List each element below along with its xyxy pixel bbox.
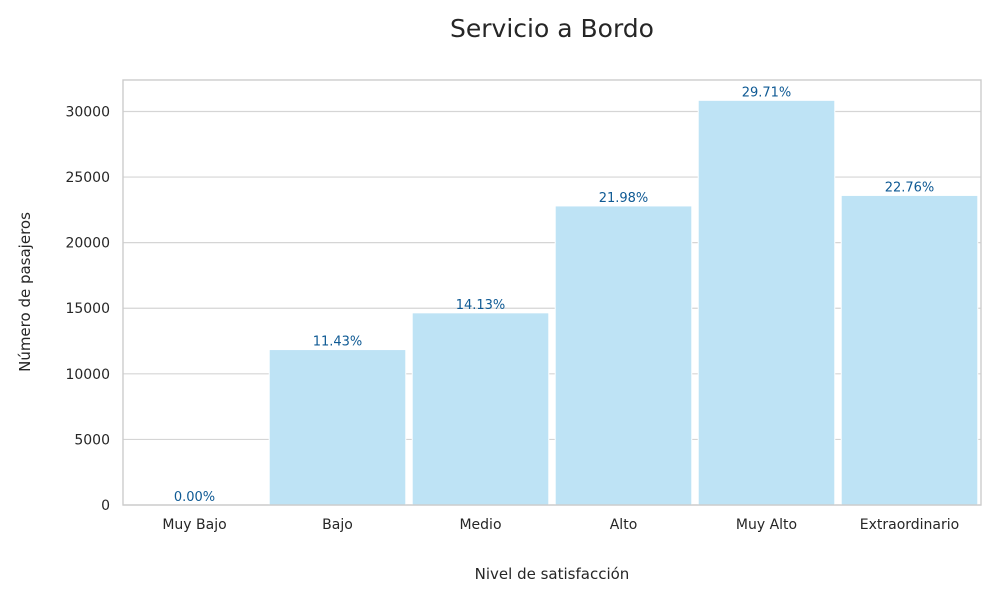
- y-axis-label: Número de pasajeros: [16, 212, 34, 372]
- y-tick-labels: 0 5000 10000 15000 20000 25000 30000: [65, 104, 110, 514]
- chart-title: Servicio a Bordo: [450, 14, 654, 43]
- bar-data-label: 21.98%: [599, 191, 649, 206]
- x-tick-label: Muy Alto: [736, 517, 797, 533]
- y-tick-label: 5000: [74, 432, 110, 448]
- x-tick-label: Muy Bajo: [162, 517, 226, 533]
- y-tick-label: 30000: [65, 104, 110, 120]
- y-tick-label: 10000: [65, 367, 110, 383]
- bar: [268, 349, 407, 506]
- bar: [697, 99, 836, 506]
- bar: [554, 205, 693, 506]
- x-tick-label: Medio: [459, 517, 501, 533]
- data-labels: 0.00% 11.43% 14.13% 21.98% 29.71% 22.76%: [174, 85, 934, 505]
- x-tick-label: Extraordinario: [860, 517, 959, 533]
- y-tick-label: 0: [101, 498, 110, 514]
- x-tick-label: Bajo: [322, 517, 353, 533]
- bar-data-label: 11.43%: [313, 335, 363, 350]
- bar-data-label: 29.71%: [742, 85, 792, 100]
- x-axis-label: Nivel de satisfacción: [475, 565, 630, 583]
- y-tick-label: 15000: [65, 301, 110, 317]
- bar: [840, 194, 979, 506]
- bar-data-label: 14.13%: [456, 298, 506, 313]
- grid-lines: [123, 110, 981, 506]
- bar-data-label: 0.00%: [174, 490, 215, 505]
- bar: [411, 312, 550, 506]
- x-tick-labels: Muy Bajo Bajo Medio Alto Muy Alto Extraordina…: [162, 517, 959, 533]
- y-tick-label: 25000: [65, 170, 110, 186]
- x-tick-label: Alto: [610, 517, 638, 533]
- bar-data-label: 22.76%: [885, 180, 935, 195]
- bars: [125, 99, 979, 506]
- plot-frame: [122, 79, 982, 506]
- y-tick-label: 20000: [65, 236, 110, 252]
